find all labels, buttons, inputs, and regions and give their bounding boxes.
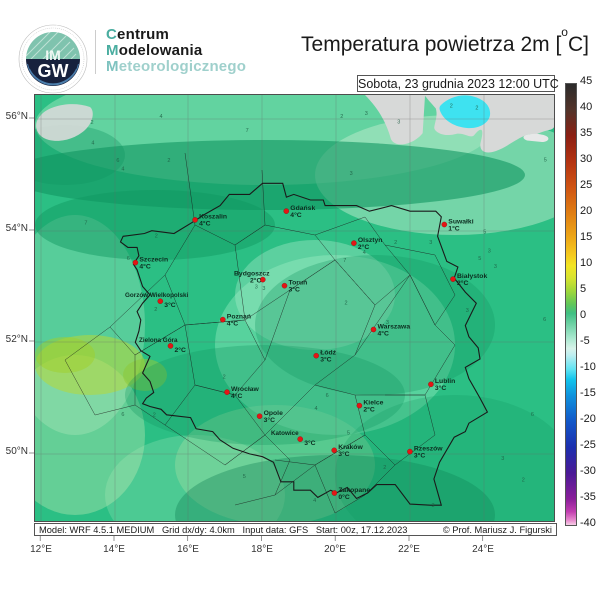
svg-text:5: 5	[478, 256, 481, 262]
svg-text:2: 2	[383, 465, 386, 471]
svg-text:4°C: 4°C	[199, 220, 210, 228]
svg-text:3: 3	[429, 240, 432, 246]
svg-text:4°C: 4°C	[378, 329, 389, 337]
svg-text:GW: GW	[38, 61, 69, 81]
svg-text:5: 5	[243, 474, 246, 480]
svg-text:3°C: 3°C	[320, 356, 331, 364]
svg-text:2: 2	[154, 307, 157, 313]
svg-text:Olsztyn: Olsztyn	[358, 237, 383, 244]
svg-text:4: 4	[160, 114, 163, 120]
svg-text:4: 4	[91, 141, 94, 147]
svg-text:3: 3	[365, 111, 368, 117]
svg-text:2°C: 2°C	[250, 276, 261, 284]
svg-text:3: 3	[350, 171, 353, 177]
svg-text:3: 3	[488, 249, 491, 255]
svg-text:2°C: 2°C	[457, 279, 468, 287]
svg-text:6: 6	[326, 393, 329, 399]
svg-text:4: 4	[313, 498, 316, 504]
svg-text:6: 6	[543, 317, 546, 323]
svg-text:5: 5	[347, 430, 350, 436]
svg-text:2°C: 2°C	[358, 243, 369, 251]
svg-text:3°C: 3°C	[264, 416, 275, 424]
svg-text:3: 3	[255, 284, 258, 290]
svg-text:3°C: 3°C	[414, 451, 425, 459]
svg-text:Szczecin: Szczecin	[139, 256, 168, 263]
svg-text:2: 2	[91, 120, 94, 126]
svg-text:2: 2	[475, 106, 478, 112]
svg-text:2°C: 2°C	[363, 405, 374, 413]
svg-text:Wrocław: Wrocław	[231, 386, 260, 393]
svg-text:Białystok: Białystok	[457, 273, 487, 280]
svg-text:7: 7	[246, 128, 249, 134]
svg-text:4°C: 4°C	[227, 319, 238, 327]
svg-text:2: 2	[394, 240, 397, 246]
svg-text:3°C: 3°C	[289, 286, 300, 294]
svg-text:4: 4	[315, 406, 318, 412]
svg-text:5: 5	[483, 229, 486, 235]
svg-text:Warszawa: Warszawa	[378, 323, 411, 330]
svg-text:Bydgoszcz: Bydgoszcz	[234, 270, 270, 277]
svg-text:1°C: 1°C	[448, 224, 459, 232]
svg-text:2: 2	[167, 158, 170, 164]
svg-text:7: 7	[343, 258, 346, 264]
svg-text:5: 5	[544, 157, 547, 163]
svg-text:3°C: 3°C	[435, 384, 446, 392]
svg-text:2: 2	[522, 477, 525, 483]
svg-text:4°C: 4°C	[139, 262, 150, 270]
svg-text:Rzeszów: Rzeszów	[414, 445, 443, 452]
svg-text:3: 3	[501, 456, 504, 462]
svg-text:3°C: 3°C	[338, 450, 349, 458]
svg-text:Katowice: Katowice	[271, 430, 299, 437]
svg-text:6: 6	[116, 158, 119, 164]
svg-text:2: 2	[450, 104, 453, 110]
svg-text:2: 2	[345, 300, 348, 306]
svg-text:3: 3	[432, 503, 435, 509]
svg-text:4: 4	[121, 166, 124, 172]
svg-text:7: 7	[84, 221, 87, 227]
svg-text:Zielona Góra: Zielona Góra	[139, 337, 178, 344]
svg-text:Gdańsk: Gdańsk	[290, 205, 315, 212]
svg-text:3°C: 3°C	[164, 301, 175, 309]
svg-text:2: 2	[340, 114, 343, 120]
svg-text:3°C: 3°C	[304, 439, 315, 447]
svg-text:Kielce: Kielce	[363, 399, 383, 406]
svg-text:4°C: 4°C	[290, 211, 301, 219]
svg-text:Suwałki: Suwałki	[448, 218, 473, 225]
svg-text:0°C: 0°C	[338, 493, 349, 501]
svg-text:6: 6	[121, 412, 124, 418]
svg-text:Poznań: Poznań	[227, 313, 251, 320]
svg-text:Koszalin: Koszalin	[199, 214, 227, 221]
svg-text:Opole: Opole	[264, 410, 283, 417]
svg-text:Kraków: Kraków	[338, 444, 363, 451]
svg-text:6: 6	[531, 412, 534, 418]
svg-text:Toruń: Toruń	[289, 280, 308, 287]
svg-text:Łódź: Łódź	[320, 350, 336, 357]
svg-text:Lublin: Lublin	[435, 378, 455, 385]
svg-text:2: 2	[153, 413, 156, 419]
svg-text:2: 2	[223, 374, 226, 380]
svg-text:3: 3	[466, 308, 469, 314]
svg-text:3: 3	[494, 264, 497, 270]
svg-text:Gorzów Wielkopolski: Gorzów Wielkopolski	[125, 292, 189, 299]
svg-text:2°C: 2°C	[175, 346, 186, 354]
svg-text:4°C: 4°C	[231, 392, 242, 400]
svg-text:2: 2	[155, 233, 158, 239]
svg-text:6: 6	[127, 256, 130, 262]
svg-text:Zakopane: Zakopane	[338, 487, 370, 494]
svg-text:3: 3	[262, 286, 265, 292]
svg-text:3: 3	[397, 120, 400, 126]
